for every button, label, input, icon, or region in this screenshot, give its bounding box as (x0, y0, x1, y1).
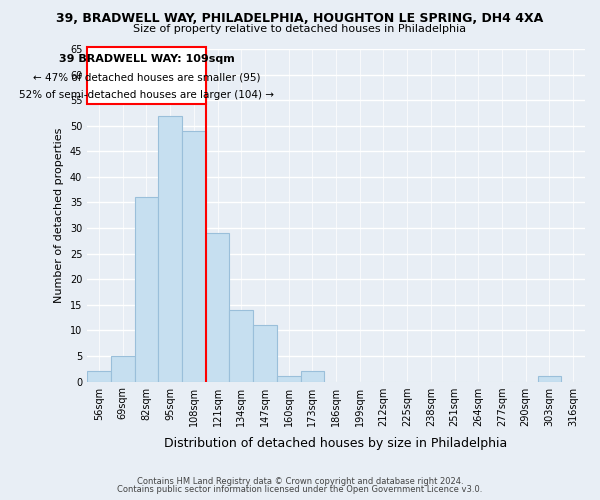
Text: Size of property relative to detached houses in Philadelphia: Size of property relative to detached ho… (133, 24, 467, 34)
Bar (206, 233, 229, 382)
Y-axis label: Number of detached properties: Number of detached properties (54, 128, 64, 303)
Bar (229, 310, 253, 382)
Bar (301, 372, 324, 382)
Text: Contains public sector information licensed under the Open Government Licence v3: Contains public sector information licen… (118, 485, 482, 494)
Bar (87, 372, 111, 382)
Text: 39 BRADWELL WAY: 109sqm: 39 BRADWELL WAY: 109sqm (59, 54, 234, 64)
Bar (253, 326, 277, 382)
Bar (538, 376, 561, 382)
FancyBboxPatch shape (87, 48, 206, 104)
Bar (277, 376, 301, 382)
Bar (182, 131, 206, 382)
Text: ← 47% of detached houses are smaller (95): ← 47% of detached houses are smaller (95… (32, 72, 260, 82)
Bar (134, 198, 158, 382)
Text: 39, BRADWELL WAY, PHILADELPHIA, HOUGHTON LE SPRING, DH4 4XA: 39, BRADWELL WAY, PHILADELPHIA, HOUGHTON… (56, 12, 544, 26)
Bar (158, 116, 182, 382)
X-axis label: Distribution of detached houses by size in Philadelphia: Distribution of detached houses by size … (164, 437, 508, 450)
Text: 52% of semi-detached houses are larger (104) →: 52% of semi-detached houses are larger (… (19, 90, 274, 100)
Bar (111, 356, 134, 382)
Text: Contains HM Land Registry data © Crown copyright and database right 2024.: Contains HM Land Registry data © Crown c… (137, 477, 463, 486)
